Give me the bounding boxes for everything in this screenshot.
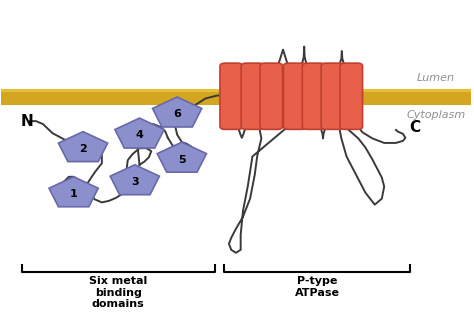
Polygon shape	[157, 142, 207, 172]
Polygon shape	[49, 177, 98, 207]
Polygon shape	[58, 132, 108, 162]
FancyBboxPatch shape	[220, 63, 243, 129]
Text: 3: 3	[131, 177, 138, 187]
FancyBboxPatch shape	[260, 63, 283, 129]
Text: Six metal
binding
domains: Six metal binding domains	[89, 276, 147, 309]
Polygon shape	[153, 97, 202, 127]
Bar	[0, 89, 471, 105]
Text: C: C	[409, 120, 420, 135]
Text: 5: 5	[178, 155, 186, 164]
Bar	[0, 89, 471, 92]
FancyBboxPatch shape	[340, 63, 363, 129]
FancyBboxPatch shape	[302, 63, 325, 129]
FancyBboxPatch shape	[241, 63, 264, 129]
Text: Cytoplasm: Cytoplasm	[406, 110, 465, 120]
Text: Lumen: Lumen	[417, 73, 455, 83]
Text: 1: 1	[70, 189, 78, 199]
FancyBboxPatch shape	[321, 63, 344, 129]
Polygon shape	[110, 165, 159, 195]
Text: 4: 4	[136, 130, 144, 140]
Text: P-type
ATPase: P-type ATPase	[295, 276, 340, 298]
FancyBboxPatch shape	[283, 63, 306, 129]
Text: N: N	[20, 114, 33, 129]
Polygon shape	[115, 118, 164, 148]
Text: 2: 2	[79, 144, 87, 154]
Text: 6: 6	[173, 109, 181, 119]
